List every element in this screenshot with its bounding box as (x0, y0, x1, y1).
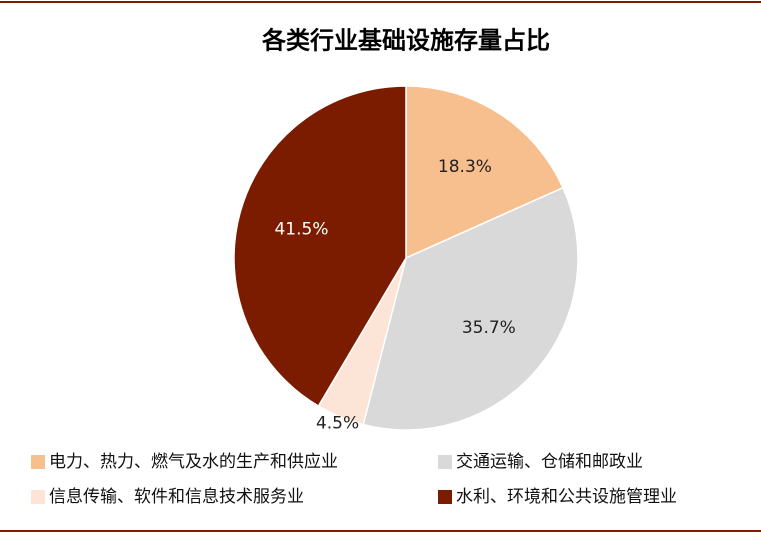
legend-swatch (438, 455, 452, 469)
data-label: 18.3% (438, 157, 492, 177)
chart-title: 各类行业基础设施存量占比 (261, 26, 550, 55)
pie-slice (405, 85, 564, 260)
legend-label: 电力、热力、燃气及水的生产和供应业 (49, 452, 338, 472)
data-label: 4.5% (316, 413, 359, 433)
data-label: 35.7% (462, 318, 516, 338)
data-label: 41.5% (274, 219, 328, 239)
legend-label: 水利、环境和公共设施管理业 (456, 487, 677, 507)
pie-slice (362, 186, 579, 431)
legend-label: 交通运输、仓储和邮政业 (456, 452, 643, 472)
pie-slice (233, 85, 407, 408)
legend-swatch (31, 455, 45, 469)
legend-label: 信息传输、软件和信息技术服务业 (49, 487, 304, 507)
legend-swatch (31, 490, 45, 504)
legend-swatch (438, 490, 452, 504)
